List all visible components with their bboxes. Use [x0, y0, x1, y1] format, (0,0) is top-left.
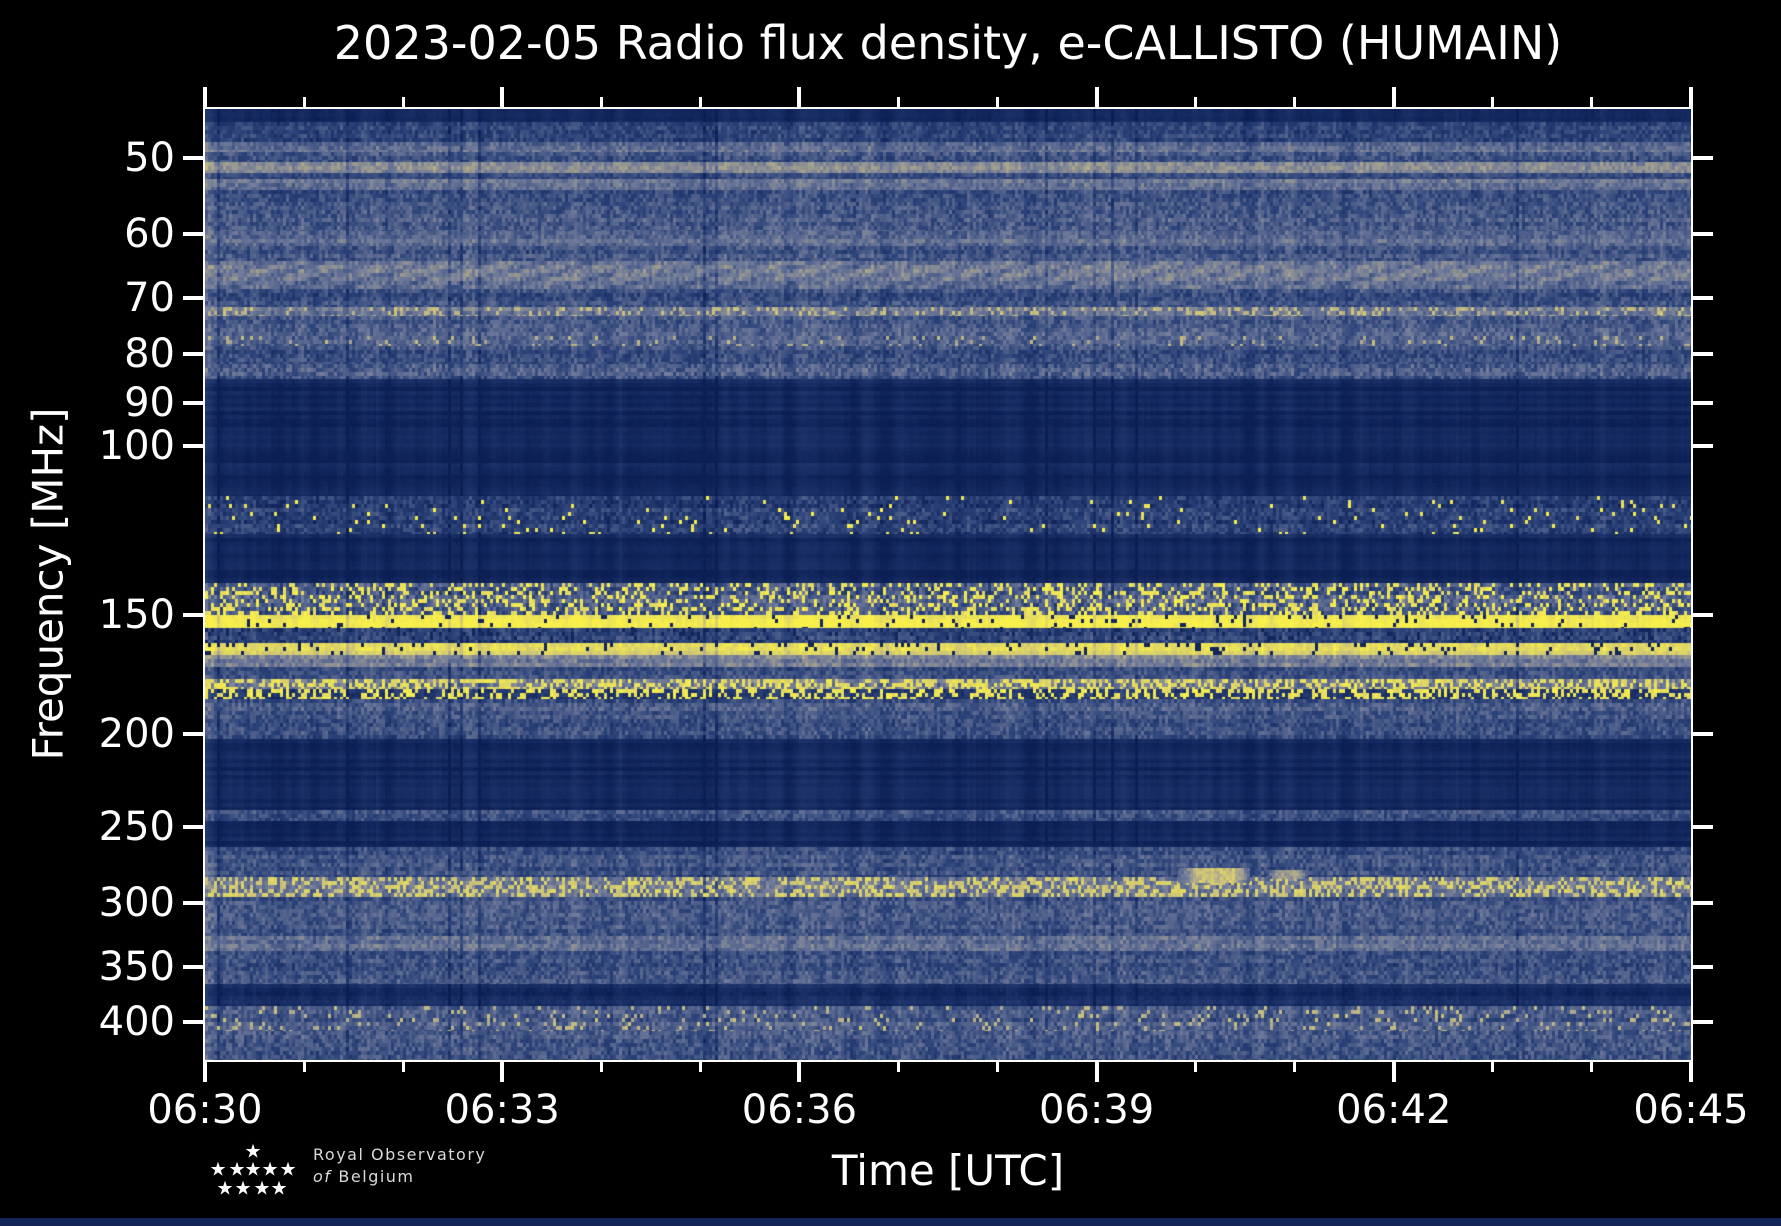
tick-mark — [183, 400, 203, 405]
star-icon: ★ — [253, 1177, 271, 1200]
tick-mark — [1094, 87, 1099, 107]
tick-mark — [698, 1062, 702, 1072]
tick-mark — [1693, 1020, 1713, 1025]
tick-mark — [401, 97, 405, 107]
x-tick-label: 06:45 — [1633, 1087, 1749, 1133]
x-axis-label: Time [UTC] — [831, 1146, 1065, 1195]
tick-mark — [1293, 97, 1297, 107]
tick-mark — [797, 87, 802, 107]
tick-mark — [1590, 97, 1594, 107]
x-tick-label: 06:33 — [444, 1087, 560, 1133]
y-tick-label: 350 — [98, 943, 175, 990]
x-tick-label: 06:39 — [1038, 1087, 1155, 1133]
y-axis-label: Frequency [MHz] — [23, 407, 73, 761]
y-tick-label: 200 — [98, 711, 175, 758]
y-tick-label: 50 — [124, 135, 175, 182]
tick-mark — [1689, 87, 1693, 107]
tick-mark — [183, 964, 203, 969]
tick-mark — [302, 1062, 306, 1072]
tick-mark — [1194, 1062, 1198, 1072]
y-tick-label: 70 — [124, 275, 175, 322]
tick-mark — [698, 97, 702, 107]
tick-mark — [1693, 156, 1713, 161]
tick-mark — [183, 900, 203, 905]
tick-mark — [1693, 825, 1713, 830]
tick-mark — [500, 87, 505, 107]
tick-mark — [1590, 1062, 1594, 1072]
tick-mark — [183, 351, 203, 356]
y-tick-label: 400 — [98, 999, 175, 1046]
star-icon: ★ — [216, 1177, 234, 1200]
tick-mark — [1693, 444, 1713, 449]
tick-mark — [1693, 296, 1713, 301]
tick-mark — [1693, 400, 1713, 405]
tick-mark — [401, 1062, 405, 1072]
tick-mark — [1194, 97, 1198, 107]
x-tick-label: 06:36 — [741, 1087, 858, 1133]
y-tick-label: 100 — [98, 423, 175, 470]
tick-mark — [183, 1020, 203, 1025]
tick-mark — [203, 87, 207, 107]
tick-mark — [183, 444, 203, 449]
rob-logo-line1: Royal Observatory — [313, 1145, 487, 1164]
tick-mark — [1693, 732, 1713, 737]
y-tick-label: 300 — [98, 879, 175, 926]
tick-mark — [1491, 97, 1495, 107]
tick-mark — [302, 97, 306, 107]
x-tick-label: 06:42 — [1336, 1087, 1452, 1133]
tick-mark — [1693, 964, 1713, 969]
tick-mark — [183, 232, 203, 237]
tick-mark — [599, 97, 603, 107]
tick-mark — [183, 156, 203, 161]
tick-mark — [1693, 351, 1713, 356]
y-tick-label: 150 — [98, 591, 175, 638]
star-icon: ★ — [228, 1158, 246, 1181]
tick-mark — [1693, 612, 1713, 617]
tick-mark — [1491, 1062, 1495, 1072]
star-icon: ★ — [261, 1158, 279, 1181]
tick-mark — [896, 1062, 900, 1072]
tick-mark — [183, 612, 203, 617]
tick-mark — [996, 97, 1000, 107]
star-icon: ★ — [234, 1177, 252, 1200]
tick-mark — [797, 1062, 802, 1082]
star-icon: ★ — [209, 1158, 227, 1181]
tick-mark — [1293, 1062, 1297, 1072]
tick-mark — [996, 1062, 1000, 1072]
tick-mark — [1391, 1062, 1396, 1082]
tick-mark — [183, 732, 203, 737]
tick-mark — [500, 1062, 505, 1082]
tick-mark — [1391, 87, 1396, 107]
tick-mark — [183, 296, 203, 301]
tick-mark — [183, 825, 203, 830]
star-icon: ★ — [279, 1158, 297, 1181]
y-tick-label: 80 — [124, 330, 175, 377]
rob-logo: ★ ★ ★ ★ ★ ★ ★ ★ ★ ★ Royal Observatory of Belgium — [209, 1140, 630, 1210]
tick-mark — [1693, 900, 1713, 905]
bottom-strip — [0, 1218, 1781, 1226]
x-tick-label: 06:30 — [147, 1087, 263, 1133]
tick-mark — [896, 97, 900, 107]
star-icon: ★ — [270, 1177, 288, 1200]
rob-logo-text: Royal Observatory of Belgium — [313, 1144, 486, 1188]
tick-mark — [1094, 1062, 1099, 1082]
tick-mark — [203, 1062, 207, 1082]
rob-logo-line2: of Belgium — [313, 1167, 415, 1186]
tick-mark — [1693, 232, 1713, 237]
star-icon: ★ — [244, 1158, 262, 1181]
tick-mark — [599, 1062, 603, 1072]
chart-title: 2023-02-05 Radio flux density, e-CALLIST… — [333, 16, 1563, 70]
spectrogram-heatmap — [205, 109, 1691, 1060]
y-tick-label: 90 — [124, 379, 175, 426]
y-tick-label: 60 — [124, 211, 175, 258]
y-tick-label: 250 — [98, 804, 175, 851]
star-icon: ★ — [244, 1140, 262, 1163]
tick-mark — [1689, 1062, 1693, 1082]
